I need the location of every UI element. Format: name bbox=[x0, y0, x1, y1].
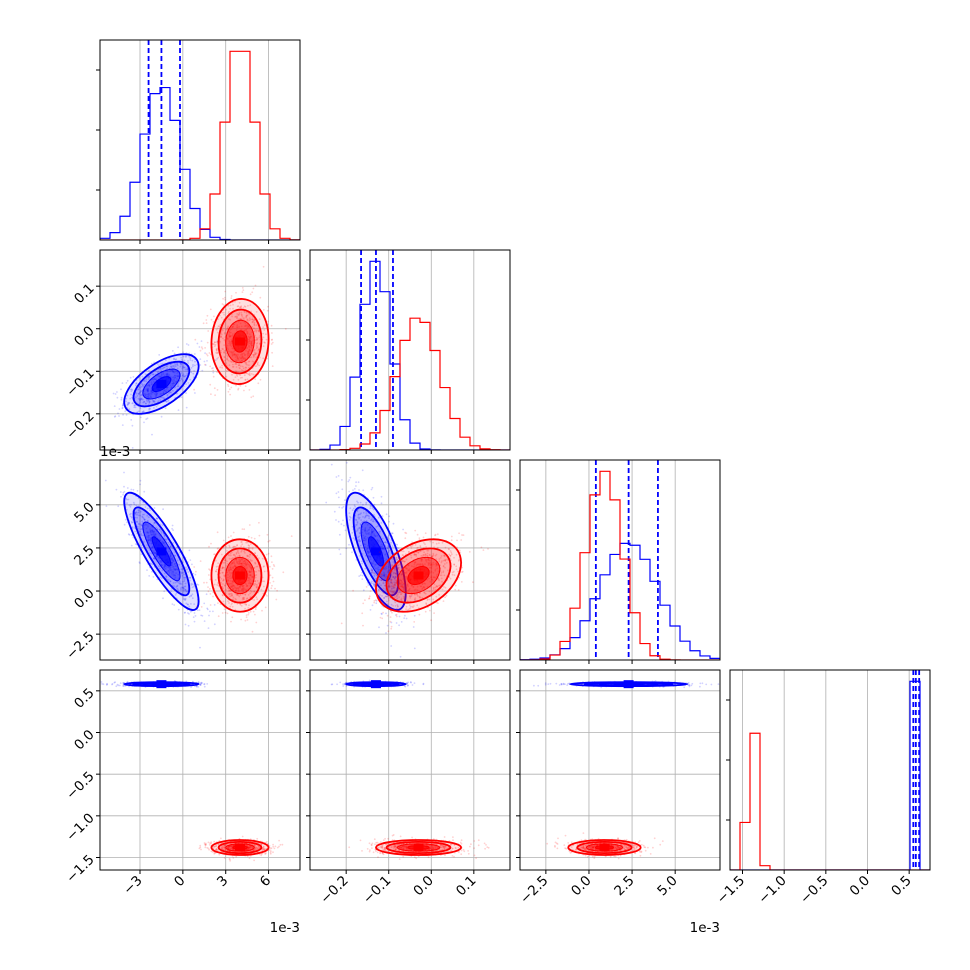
red-density-peak bbox=[413, 571, 424, 580]
panel-marks bbox=[112, 265, 287, 449]
x-tick-label-2: 5.0 bbox=[654, 873, 681, 900]
panel-marks bbox=[520, 460, 720, 660]
y-tick-label-1: 0.0 bbox=[71, 323, 98, 350]
red-density-peak bbox=[235, 337, 245, 346]
y-tick-label-2: 2.5 bbox=[71, 542, 98, 569]
axes-frame bbox=[309, 249, 511, 451]
axes-frame bbox=[519, 459, 721, 661]
y-tick-label-1: 0.1 bbox=[71, 281, 98, 308]
scatter-panel-3-2: −2.5 0.0 2.5 5.0 1e-3 bbox=[516, 669, 721, 936]
x-offset-label-2: 1e-3 bbox=[690, 920, 720, 936]
blue-density-peak bbox=[370, 680, 381, 689]
x-tick-label-1: 0.1 bbox=[453, 873, 480, 900]
blue-histogram bbox=[730, 680, 930, 870]
panel-marks bbox=[310, 250, 510, 450]
x-offset-label-0: 1e-3 bbox=[270, 920, 300, 936]
x-tick-label-0: 6 bbox=[257, 873, 274, 890]
y-tick-label-3: −1.0 bbox=[63, 810, 97, 844]
scatter-panel-2-0: −2.5 0.0 2.5 5.0 1e-3 bbox=[63, 444, 301, 664]
x-tick-label-0: 3 bbox=[214, 873, 231, 890]
x-tick-label-3: −1.0 bbox=[755, 873, 789, 907]
y-tick-label-1: −0.2 bbox=[63, 408, 97, 442]
y-tick-label-2: −2.5 bbox=[63, 628, 97, 662]
histogram-panel-3: −1.5 −1.0 −0.5 0.0 0.5 bbox=[714, 669, 931, 907]
x-tick-label-3: −0.5 bbox=[797, 873, 831, 907]
x-tick-label-3: −1.5 bbox=[714, 873, 748, 907]
panel-marks bbox=[100, 40, 300, 240]
y-tick-label-3: 0.0 bbox=[71, 727, 98, 754]
histogram-panel-0 bbox=[96, 39, 301, 244]
blue-density-peak bbox=[156, 380, 167, 389]
panel-marks bbox=[100, 680, 284, 862]
axes-frame bbox=[309, 669, 511, 871]
x-tick-label-3: 0.5 bbox=[888, 873, 915, 900]
blue-density-peak bbox=[370, 547, 381, 556]
red-density-peak bbox=[599, 843, 610, 852]
x-tick-label-1: 0.0 bbox=[410, 873, 437, 900]
x-tick-label-0: −3 bbox=[120, 873, 145, 898]
blue-density-peak bbox=[156, 547, 167, 556]
axes-frame bbox=[519, 669, 721, 871]
x-tick-label-1: −0.1 bbox=[360, 873, 394, 907]
axes-frame bbox=[309, 459, 511, 661]
x-tick-label-3: 0.0 bbox=[847, 873, 874, 900]
blue-density-peak bbox=[156, 680, 167, 689]
histogram-panel-1 bbox=[306, 249, 511, 454]
y-offset-label-2: 1e-3 bbox=[100, 444, 130, 460]
panel-marks bbox=[533, 680, 720, 860]
y-tick-label-3: 0.5 bbox=[71, 685, 98, 712]
axes-frame bbox=[99, 459, 301, 661]
scatter-panel-1-0: −0.2 −0.1 0.0 0.1 bbox=[63, 249, 301, 454]
blue-histogram bbox=[520, 542, 720, 660]
red-histogram bbox=[730, 732, 930, 870]
y-tick-label-2: 0.0 bbox=[71, 585, 98, 612]
histogram-panel-2 bbox=[516, 459, 721, 664]
x-tick-label-2: 0.0 bbox=[568, 873, 595, 900]
y-tick-label-2: 5.0 bbox=[71, 499, 98, 526]
x-tick-label-0: 0 bbox=[171, 873, 188, 890]
axes-frame bbox=[729, 669, 931, 871]
red-histogram bbox=[100, 50, 300, 240]
y-tick-label-1: −0.1 bbox=[63, 366, 97, 400]
x-tick-label-2: 2.5 bbox=[611, 873, 638, 900]
scatter-panel-3-0: −1.5 −1.0 −0.5 0.0 0.5 −3 0 3 6 1e-3 bbox=[63, 669, 301, 936]
x-tick-label-1: −0.2 bbox=[317, 873, 351, 907]
y-tick-label-3: −1.5 bbox=[63, 852, 97, 886]
panel-marks bbox=[730, 670, 930, 870]
red-density-peak bbox=[235, 843, 245, 852]
scatter-panel-2-1 bbox=[306, 459, 511, 664]
blue-density-peak bbox=[623, 680, 634, 689]
panel-marks bbox=[104, 471, 293, 649]
axes-frame bbox=[99, 249, 301, 451]
panel-marks bbox=[325, 461, 489, 658]
y-tick-label-3: −0.5 bbox=[63, 769, 97, 803]
axes-frame bbox=[99, 669, 301, 871]
red-histogram bbox=[520, 470, 720, 660]
red-density-peak bbox=[413, 843, 424, 852]
blue-histogram bbox=[310, 260, 510, 450]
axes-frame bbox=[99, 39, 301, 241]
panel-marks bbox=[330, 679, 490, 860]
scatter-panel-3-1: −0.2 −0.1 0.0 0.1 bbox=[306, 669, 511, 907]
red-density-peak bbox=[235, 571, 245, 580]
x-tick-label-2: −2.5 bbox=[517, 873, 551, 907]
